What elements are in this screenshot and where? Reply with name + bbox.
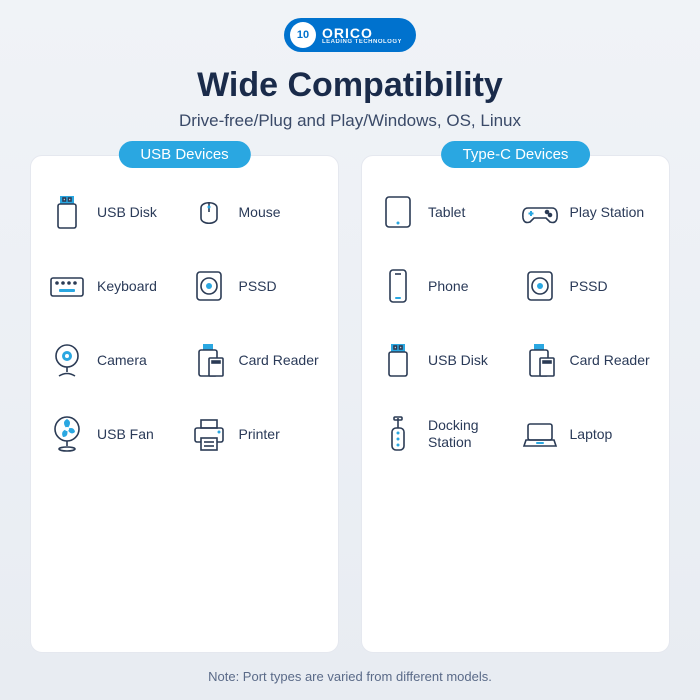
device-label: PSSD bbox=[239, 278, 277, 295]
brand-badge: 10 ORICO LEADING TECHNOLOGY bbox=[284, 18, 416, 52]
card-reader-icon bbox=[518, 338, 562, 382]
device-item: Tablet bbox=[376, 190, 514, 234]
device-item: USB Fan bbox=[45, 412, 183, 456]
page-subtitle: Drive-free/Plug and Play/Windows, OS, Li… bbox=[179, 111, 521, 131]
keyboard-icon bbox=[45, 264, 89, 308]
brand-subtitle: LEADING TECHNOLOGY bbox=[322, 39, 402, 45]
device-label: Printer bbox=[239, 426, 280, 443]
tablet-icon bbox=[376, 190, 420, 234]
device-item: USB Disk bbox=[376, 338, 514, 382]
device-label: Card Reader bbox=[239, 352, 319, 369]
device-label: USB Fan bbox=[97, 426, 154, 443]
pssd-icon bbox=[518, 264, 562, 308]
laptop-icon bbox=[518, 412, 562, 456]
device-label: Docking Station bbox=[428, 417, 514, 451]
device-item: PSSD bbox=[518, 264, 656, 308]
device-label: Play Station bbox=[570, 204, 645, 221]
device-label: Card Reader bbox=[570, 352, 650, 369]
brand-badge-number: 10 bbox=[290, 22, 316, 48]
device-label: Mouse bbox=[239, 204, 281, 221]
usb-fan-icon bbox=[45, 412, 89, 456]
device-label: Tablet bbox=[428, 204, 465, 221]
device-item: Card Reader bbox=[518, 338, 656, 382]
device-label: PSSD bbox=[570, 278, 608, 295]
device-item: Phone bbox=[376, 264, 514, 308]
gamepad-icon bbox=[518, 190, 562, 234]
device-label: USB Disk bbox=[428, 352, 488, 369]
docking-station-icon bbox=[376, 412, 420, 456]
usb-disk-icon bbox=[45, 190, 89, 234]
device-item: Mouse bbox=[187, 190, 325, 234]
device-item: Laptop bbox=[518, 412, 656, 456]
device-label: Laptop bbox=[570, 426, 613, 443]
printer-icon bbox=[187, 412, 231, 456]
device-item: Camera bbox=[45, 338, 183, 382]
device-item: Printer bbox=[187, 412, 325, 456]
compatibility-panels: USB Devices USB Disk Mouse Keyboard bbox=[30, 155, 670, 653]
footer-note: Note: Port types are varied from differe… bbox=[208, 653, 492, 700]
device-label: Camera bbox=[97, 352, 147, 369]
panel-header: Type-C Devices bbox=[441, 141, 591, 168]
phone-icon bbox=[376, 264, 420, 308]
device-label: Keyboard bbox=[97, 278, 157, 295]
device-item: Keyboard bbox=[45, 264, 183, 308]
camera-icon bbox=[45, 338, 89, 382]
page-title: Wide Compatibility bbox=[197, 66, 503, 105]
card-reader-icon bbox=[187, 338, 231, 382]
usb-devices-panel: USB Devices USB Disk Mouse Keyboard bbox=[30, 155, 339, 653]
mouse-icon bbox=[187, 190, 231, 234]
device-label: Phone bbox=[428, 278, 468, 295]
device-label: USB Disk bbox=[97, 204, 157, 221]
typec-devices-panel: Type-C Devices Tablet Play Station Phone bbox=[361, 155, 670, 653]
device-item: PSSD bbox=[187, 264, 325, 308]
device-item: Card Reader bbox=[187, 338, 325, 382]
device-item: Docking Station bbox=[376, 412, 514, 456]
device-item: Play Station bbox=[518, 190, 656, 234]
panel-header: USB Devices bbox=[118, 141, 250, 168]
device-item: USB Disk bbox=[45, 190, 183, 234]
pssd-icon bbox=[187, 264, 231, 308]
usb-disk-icon bbox=[376, 338, 420, 382]
